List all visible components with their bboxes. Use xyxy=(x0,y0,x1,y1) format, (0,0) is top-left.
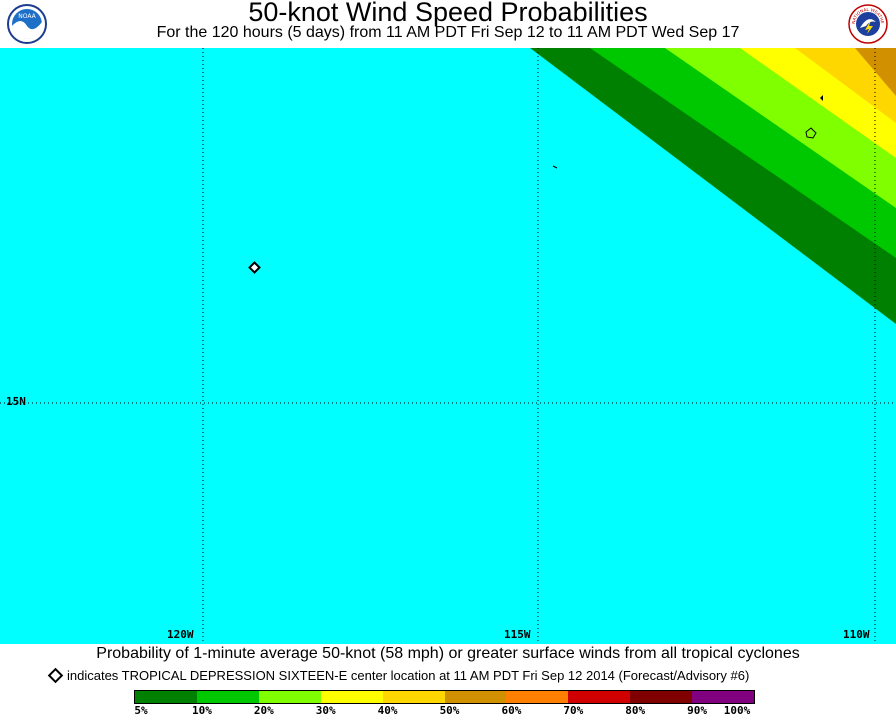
legend-tick-label: 20% xyxy=(253,704,274,717)
probability-map xyxy=(0,48,896,644)
page-title: 50-knot Wind Speed Probabilities xyxy=(248,0,648,27)
island-clarion xyxy=(805,127,817,139)
national-weather-service-logo-icon: NATIONAL WEATHER SERVICE xyxy=(848,4,888,44)
color-legend xyxy=(134,690,755,704)
legend-tick-label: 100% xyxy=(723,704,751,717)
legend-tick-label: 50% xyxy=(439,704,460,717)
advisory-text: indicates TROPICAL DEPRESSION SIXTEEN-E … xyxy=(67,668,750,683)
legend-swatch xyxy=(568,691,631,703)
map-caption: Probability of 1-minute average 50-knot … xyxy=(96,645,800,662)
legend-tick-label: 10% xyxy=(191,704,212,717)
legend-swatch xyxy=(506,691,569,703)
legend-tick-label: 30% xyxy=(315,704,336,717)
legend-tick-label: 40% xyxy=(377,704,398,717)
legend-tick-label: 70% xyxy=(563,704,584,717)
noaa-logo-icon: NOAA xyxy=(7,4,47,44)
longitude-label-110w: 110W xyxy=(843,628,870,641)
island-small xyxy=(552,165,558,169)
legend-tick-label: 60% xyxy=(501,704,522,717)
storm-center-marker xyxy=(248,261,261,274)
noaa-logo-text: NOAA xyxy=(18,13,36,20)
legend-tick-label: 80% xyxy=(625,704,646,717)
island-rock xyxy=(820,95,823,101)
advisory-note: indicates TROPICAL DEPRESSION SIXTEEN-E … xyxy=(47,667,750,684)
legend-swatch xyxy=(258,691,321,703)
legend-swatch xyxy=(444,691,507,703)
longitude-label-120w: 120W xyxy=(167,628,194,641)
legend-swatch xyxy=(135,691,197,703)
legend-swatch xyxy=(196,691,259,703)
diamond-icon xyxy=(47,667,64,684)
latitude-label-15n: 15N xyxy=(6,395,26,408)
legend-swatch xyxy=(320,691,383,703)
legend-swatch xyxy=(692,691,755,703)
longitude-label-115w: 115W xyxy=(504,628,531,641)
legend-tick-label: 5% xyxy=(134,704,148,717)
legend-swatch xyxy=(630,691,693,703)
legend-swatch xyxy=(382,691,445,703)
page-subtitle: For the 120 hours (5 days) from 11 AM PD… xyxy=(156,24,740,41)
legend-tick-label: 90% xyxy=(687,704,708,717)
probability-band-40 xyxy=(795,48,896,123)
